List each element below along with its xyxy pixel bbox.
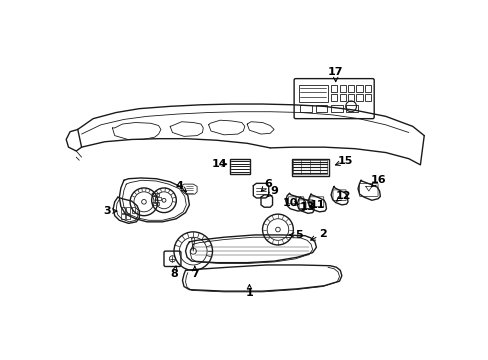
Bar xyxy=(154,197,161,200)
Bar xyxy=(364,94,370,101)
Text: 12: 12 xyxy=(335,191,350,201)
Text: 14: 14 xyxy=(211,159,227,169)
Bar xyxy=(121,207,124,213)
Bar xyxy=(152,202,158,205)
Bar xyxy=(347,94,353,101)
Bar xyxy=(330,94,337,101)
Bar xyxy=(339,85,345,92)
Text: 3: 3 xyxy=(103,206,111,216)
Bar xyxy=(356,85,362,92)
Bar xyxy=(347,85,353,92)
Text: 17: 17 xyxy=(327,67,343,77)
Text: 16: 16 xyxy=(369,175,385,185)
Text: 6: 6 xyxy=(264,179,271,189)
Bar xyxy=(356,94,362,101)
Text: 4: 4 xyxy=(175,181,183,191)
Text: 9: 9 xyxy=(269,186,278,196)
Bar xyxy=(291,159,328,176)
Bar xyxy=(364,85,370,92)
Bar xyxy=(315,105,326,112)
Text: 15: 15 xyxy=(337,156,353,166)
Bar xyxy=(346,105,357,112)
Bar xyxy=(339,94,345,101)
Bar xyxy=(126,214,130,219)
Bar xyxy=(298,85,327,102)
Text: 1: 1 xyxy=(245,288,253,298)
Text: 10: 10 xyxy=(282,198,297,208)
Text: 13: 13 xyxy=(299,202,314,212)
Text: 8: 8 xyxy=(170,269,178,279)
Text: 5: 5 xyxy=(294,230,302,240)
Bar xyxy=(126,207,130,213)
Bar xyxy=(152,193,158,195)
Bar xyxy=(131,207,135,213)
Bar xyxy=(121,214,124,219)
Text: 11: 11 xyxy=(309,200,325,210)
Bar xyxy=(330,85,337,92)
Text: 2: 2 xyxy=(318,229,326,239)
Text: 7: 7 xyxy=(190,269,198,279)
Bar xyxy=(230,159,250,174)
Bar xyxy=(330,105,342,112)
Bar xyxy=(300,105,311,112)
Bar xyxy=(293,160,326,174)
